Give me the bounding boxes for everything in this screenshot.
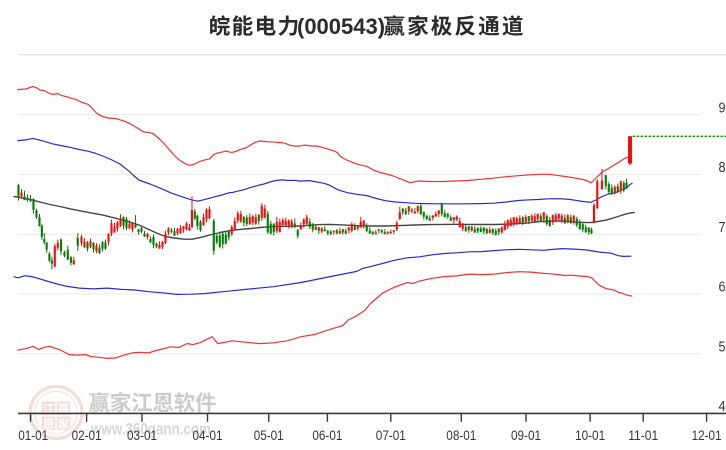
svg-text:4: 4 — [719, 399, 726, 415]
svg-text:03-01: 03-01 — [127, 427, 157, 443]
svg-text:01-01: 01-01 — [18, 427, 48, 443]
svg-text:07-01: 07-01 — [376, 427, 406, 443]
svg-text:04-01: 04-01 — [193, 427, 223, 443]
svg-text:5: 5 — [719, 340, 726, 356]
svg-text:7: 7 — [719, 220, 726, 236]
svg-text:02-01: 02-01 — [72, 427, 102, 443]
svg-text:11-01: 11-01 — [628, 427, 658, 443]
svg-text:08-01: 08-01 — [446, 427, 476, 443]
svg-text:06-01: 06-01 — [312, 427, 342, 443]
svg-text:6: 6 — [719, 280, 726, 296]
svg-text:12-01: 12-01 — [692, 427, 722, 443]
svg-text:10-01: 10-01 — [575, 427, 605, 443]
svg-text:05-01: 05-01 — [254, 427, 284, 443]
svg-text:09-01: 09-01 — [511, 427, 541, 443]
svg-text:www.360gann.com: www.360gann.com — [90, 420, 211, 439]
svg-text:9: 9 — [719, 100, 726, 116]
svg-text:(000543): (000543) — [297, 14, 385, 39]
svg-text:8: 8 — [719, 160, 726, 176]
